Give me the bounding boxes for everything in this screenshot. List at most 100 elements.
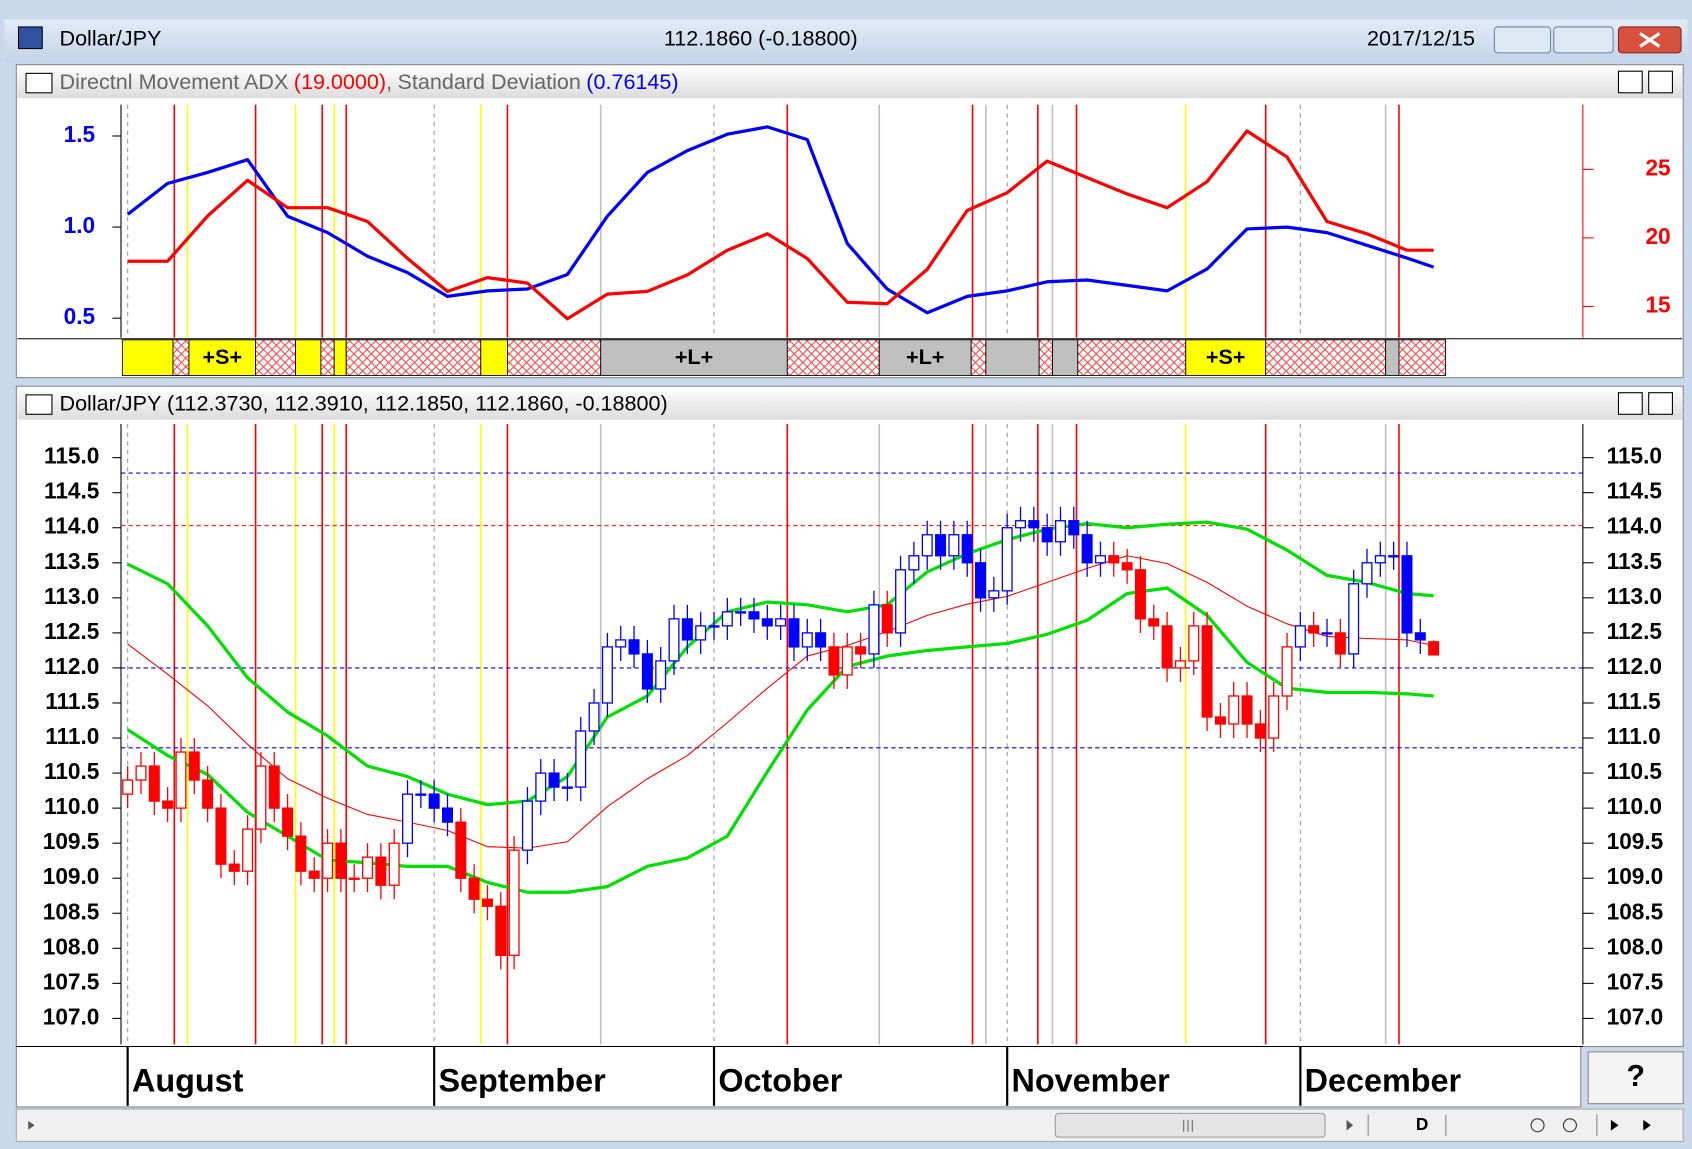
candle-body (1308, 625, 1320, 634)
candle-body (1015, 520, 1027, 529)
zoom-in[interactable] (1562, 1118, 1577, 1133)
candle-body (495, 905, 507, 956)
candle-body (1388, 555, 1400, 558)
y-tick-label: 111.0 (45, 723, 99, 749)
candle-body (441, 807, 453, 823)
signal-segment (320, 339, 335, 376)
candle-body (788, 618, 800, 648)
y-tick-label: 111.0 (1607, 723, 1661, 749)
candle-body (1028, 520, 1040, 529)
candle-body (1428, 641, 1440, 656)
minimize-button[interactable] (1493, 26, 1552, 54)
maximize-button[interactable] (1553, 26, 1614, 54)
quote: 112.1860 (-0.18800) (664, 26, 858, 51)
y-tick-label: 112.0 (44, 653, 99, 679)
candle-body (535, 772, 547, 802)
candle-body (1174, 660, 1186, 669)
candle-body (1228, 695, 1240, 725)
help-button[interactable] (1587, 1051, 1684, 1105)
panel-close[interactable] (1648, 392, 1673, 415)
scroll-grip (1183, 1119, 1193, 1132)
candle-body (1321, 632, 1333, 635)
y-tick-label: 111.5 (45, 688, 99, 714)
scroll-thumb[interactable] (1054, 1112, 1326, 1138)
candle-body (748, 611, 760, 620)
scroll-left[interactable] (28, 1120, 35, 1130)
candle-body (1348, 583, 1360, 655)
candle-body (1254, 723, 1266, 739)
candle-body (761, 618, 773, 627)
close-icon (1639, 32, 1661, 48)
candle-body (242, 828, 254, 872)
y-tick-label: 107.5 (1607, 968, 1664, 994)
signal-segment (172, 339, 190, 376)
title-part: , (386, 69, 392, 94)
panel-icon (25, 72, 53, 94)
y-tick-label: 112.0 (1607, 653, 1662, 679)
y-tick-label: 110.5 (1607, 758, 1662, 784)
signal-label: +S+ (202, 344, 242, 369)
panel-maximize[interactable] (1617, 70, 1643, 94)
series-line (127, 129, 1434, 321)
signal-segment (188, 339, 257, 376)
candle-body (215, 807, 227, 865)
candle-body (148, 765, 160, 802)
candle-body (961, 534, 973, 564)
y-tick-label: 108.0 (43, 933, 100, 959)
candle-body (868, 604, 880, 655)
signal-segment (255, 339, 297, 376)
signal-label: +S+ (1206, 344, 1246, 369)
signal-label: +L+ (675, 344, 713, 369)
zoom-out[interactable] (1530, 1118, 1545, 1133)
y-tick-label: 109.5 (1607, 828, 1664, 854)
y-tick-label: 1.5 (64, 121, 95, 147)
scroll-right[interactable] (1346, 1119, 1354, 1131)
signal-segment (121, 339, 174, 376)
candle-body (668, 618, 680, 662)
price-panel (15, 385, 1684, 1048)
candle-body (641, 653, 653, 690)
signal-segment (295, 339, 322, 376)
candle-body (1054, 520, 1066, 543)
signal-label: +L+ (906, 344, 944, 369)
toolbar-d[interactable]: D (1416, 1114, 1428, 1134)
candle-body (1081, 534, 1093, 564)
candle-body (1214, 716, 1226, 725)
candle-body (1401, 555, 1413, 634)
signal-segment (480, 339, 508, 376)
title-part: (0.76145) (586, 69, 678, 94)
candle-body (375, 856, 387, 886)
panel-maximize[interactable] (1617, 392, 1643, 415)
signal-segment (786, 339, 880, 376)
candle-body (988, 590, 1000, 599)
candle-body (1001, 527, 1013, 592)
y-tick-label: 110.0 (44, 793, 99, 819)
candle-body (415, 793, 427, 796)
candle-body (255, 765, 267, 830)
candle-body (348, 877, 360, 880)
candle-body (162, 800, 174, 809)
candle-body (548, 772, 560, 788)
y-tick-label: 114.5 (1607, 478, 1662, 504)
candle-body (841, 646, 853, 676)
candle-body (308, 870, 320, 879)
title-part: (19.0000) (294, 69, 386, 94)
y-tick-label: 113.5 (1607, 548, 1662, 574)
candle-body (975, 562, 987, 599)
candle-body (402, 793, 414, 844)
candle-body (588, 702, 600, 732)
date: 2017/12/15 (1367, 26, 1475, 51)
month-label: November (1011, 1063, 1170, 1099)
candle-body (122, 779, 134, 795)
candle-body (481, 898, 493, 907)
candle-body (948, 534, 960, 557)
candle-body (575, 730, 587, 788)
indicator-header (17, 65, 1683, 99)
signal-segment (878, 339, 972, 376)
candle-body (295, 835, 307, 872)
candle-body (615, 639, 627, 648)
panel-close[interactable] (1648, 70, 1673, 94)
plot-layer: August September October November December +S… (43, 104, 1671, 1106)
candle-body (1108, 555, 1120, 564)
